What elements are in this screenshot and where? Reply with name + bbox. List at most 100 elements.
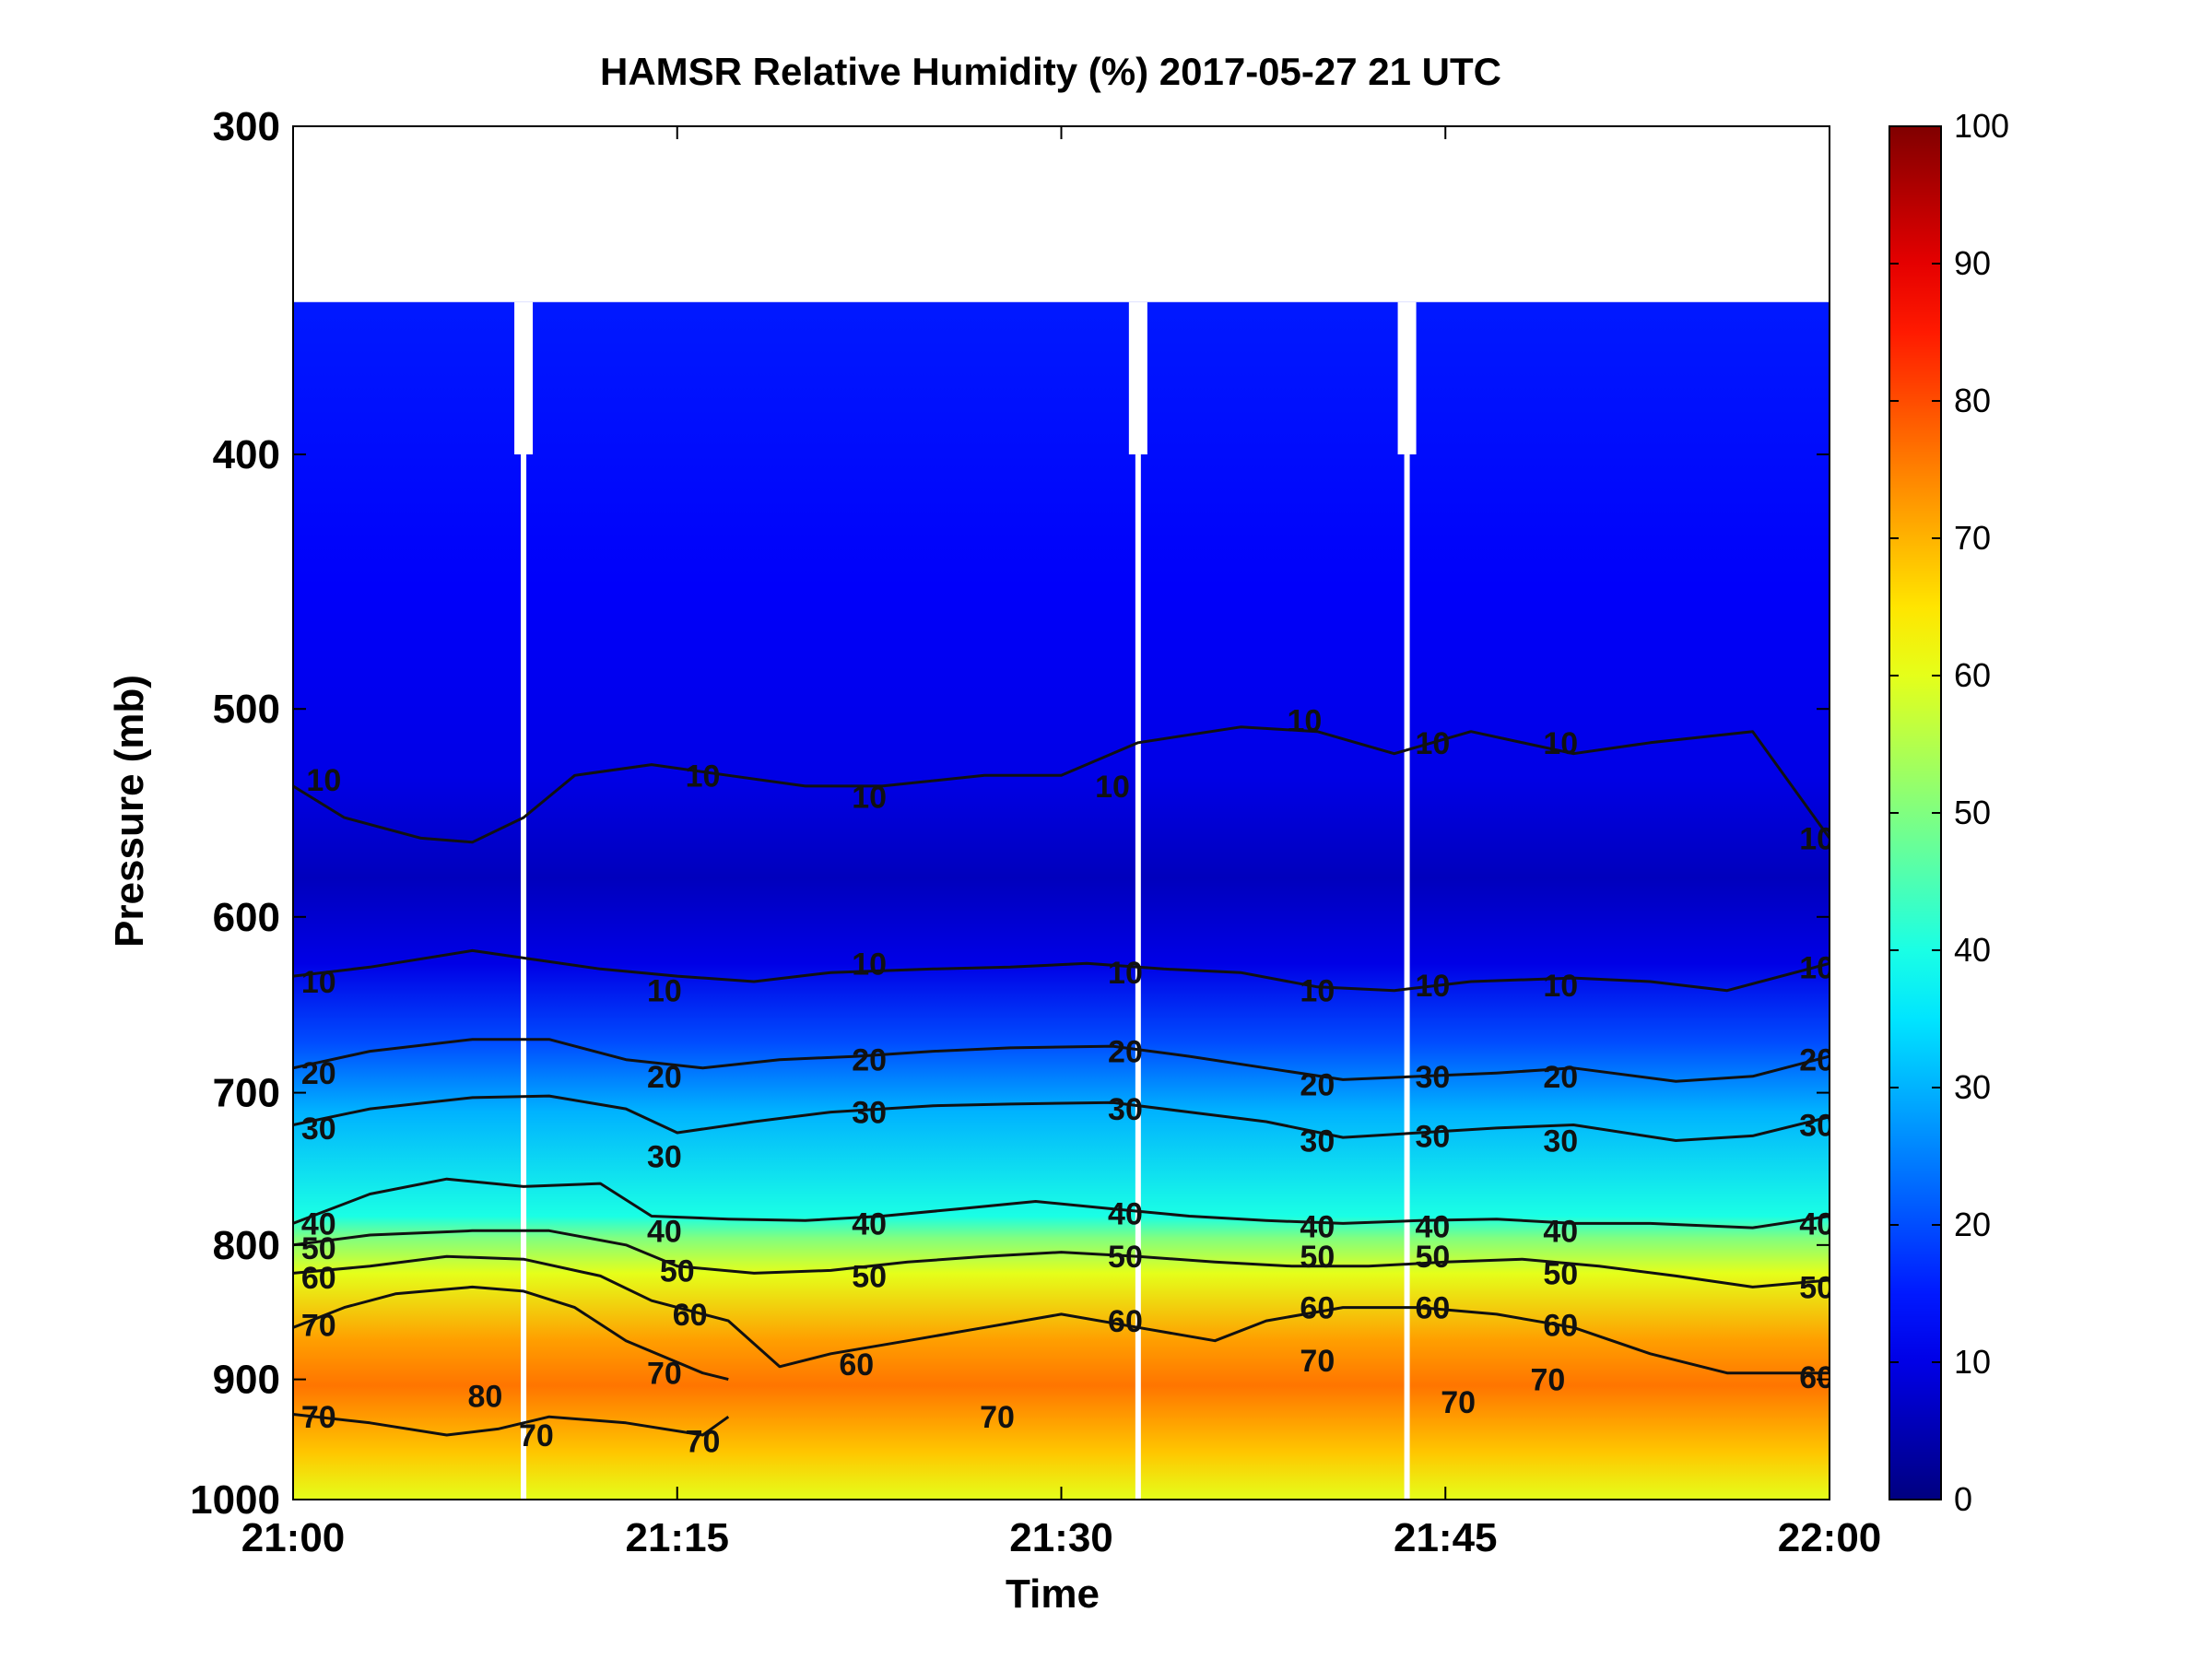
y-tick-label: 900 xyxy=(213,1358,280,1403)
contour-label: 20 xyxy=(647,1060,682,1095)
contour-label: 80 xyxy=(467,1379,502,1414)
contour-label: 30 xyxy=(1415,1119,1450,1154)
contour-label: 30 xyxy=(647,1139,682,1174)
data-gap-upper xyxy=(1128,301,1147,455)
contour-label: 20 xyxy=(301,1056,336,1091)
colorbar: 0 10 20 30 40 50 60 70 80 90 100 xyxy=(1888,107,2009,1518)
data-gap-lower xyxy=(521,454,527,1500)
contour-label: 70 xyxy=(1530,1363,1565,1398)
contour-label: 40 xyxy=(852,1206,887,1241)
y-tick-label: 600 xyxy=(213,895,280,940)
contour-label: 60 xyxy=(1415,1291,1450,1326)
contour-label: 60 xyxy=(301,1261,336,1296)
contour-line-70 xyxy=(293,1285,729,1382)
contour-label: 10 xyxy=(1543,969,1578,1004)
contour-label: 20 xyxy=(1543,1060,1578,1095)
contour-label: 20 xyxy=(1300,1068,1335,1103)
x-tick-label: 21:30 xyxy=(1009,1515,1113,1560)
contour-label: 60 xyxy=(839,1347,874,1382)
contour-label: 30 xyxy=(852,1096,887,1131)
colorbar-tick-label: 50 xyxy=(1954,794,1991,831)
colorbar-tick-label: 70 xyxy=(1954,519,1991,557)
data-gap-upper xyxy=(514,301,534,455)
contour-line-50 xyxy=(293,1229,1830,1288)
y-tick-label: 300 xyxy=(213,104,280,149)
y-axis-label: Pressure (mb) xyxy=(107,675,152,947)
contour-label: 10 xyxy=(1415,726,1450,761)
contour-label: 10 xyxy=(1288,703,1323,738)
contour-label: 50 xyxy=(1300,1240,1335,1275)
y-tick-label: 400 xyxy=(213,432,280,477)
y-tick-label: 500 xyxy=(213,687,280,732)
contour-label: 30 xyxy=(1415,1060,1450,1095)
contour-label: 60 xyxy=(1300,1291,1335,1326)
contour-label: 40 xyxy=(301,1206,336,1241)
contour-line-20 xyxy=(293,1038,1830,1083)
contour-label: 20 xyxy=(1799,1043,1834,1078)
contour-label: 50 xyxy=(1799,1270,1834,1305)
chart-title: HAMSR Relative Humidity (%) 2017-05-27 2… xyxy=(600,50,1501,93)
data-gaps xyxy=(514,301,1417,1500)
contour-lines xyxy=(293,725,1830,1437)
contour-label: 70 xyxy=(519,1418,554,1453)
contour-label: 10 xyxy=(1095,770,1130,805)
contour-label: 50 xyxy=(1543,1256,1578,1291)
contour-label: 70 xyxy=(647,1357,682,1392)
contour-label: 10 xyxy=(1799,950,1834,985)
contour-label: 10 xyxy=(1108,956,1143,991)
contour-label: 60 xyxy=(1108,1304,1143,1339)
x-tick-label: 21:15 xyxy=(625,1515,729,1560)
contour-line-70 xyxy=(293,1413,730,1437)
y-tick-label: 1000 xyxy=(190,1477,280,1523)
colorbar-tick-label: 20 xyxy=(1954,1206,1991,1243)
contour-label: 70 xyxy=(980,1400,1015,1435)
data-gap-lower xyxy=(1404,454,1410,1500)
contour-label: 10 xyxy=(1415,969,1450,1004)
contour-line-10 xyxy=(293,948,1830,993)
colorbar-tick-label: 90 xyxy=(1954,244,1991,282)
contour-label: 70 xyxy=(686,1425,721,1460)
contour-label: 40 xyxy=(1300,1210,1335,1245)
contour-label: 30 xyxy=(301,1112,336,1147)
colorbar-tick-label: 10 xyxy=(1954,1343,1991,1381)
contour-line-30 xyxy=(293,1094,1830,1142)
data-gap-upper xyxy=(1397,301,1417,455)
contour-label: 40 xyxy=(1415,1210,1450,1245)
contour-label: 70 xyxy=(301,1400,336,1435)
contour-label: 10 xyxy=(306,763,341,798)
contour-label: 30 xyxy=(1108,1092,1143,1127)
contour-labels: 10 10 10 10 10 10 10 10 10 10 10 10 10 10 10 10 20 20 20 20… xyxy=(301,703,1834,1460)
contour-label: 70 xyxy=(1300,1344,1335,1379)
contour-label: 60 xyxy=(673,1298,708,1333)
x-axis-ticks: 21:00 21:15 21:30 21:45 22:00 xyxy=(241,126,1881,1560)
colorbar-tick-label: 60 xyxy=(1954,656,1991,694)
contour-label: 40 xyxy=(1108,1196,1143,1231)
contour-label: 50 xyxy=(1415,1240,1450,1275)
contour-label: 10 xyxy=(686,759,721,794)
y-tick-label: 700 xyxy=(213,1071,280,1116)
contour-line-60 xyxy=(293,1254,1830,1375)
contour-label: 10 xyxy=(852,947,887,982)
contour-label: 30 xyxy=(1300,1124,1335,1159)
contour-label: 40 xyxy=(1543,1214,1578,1249)
x-axis-label: Time xyxy=(1006,1571,1100,1617)
colorbar-ticks: 0 10 20 30 40 50 60 70 80 90 100 xyxy=(1889,107,2009,1518)
contour-label: 50 xyxy=(660,1253,695,1288)
colorbar-tick-label: 40 xyxy=(1954,931,1991,969)
contour-label: 10 xyxy=(1543,726,1578,761)
contour-label: 70 xyxy=(301,1308,336,1343)
y-axis-ticks: 300 400 500 600 700 800 900 1000 xyxy=(190,104,1830,1523)
contour-line-10 xyxy=(293,725,1830,844)
data-gap-lower xyxy=(1135,454,1141,1500)
contour-label: 70 xyxy=(1441,1385,1476,1420)
contour-label: 50 xyxy=(852,1259,887,1294)
contour-line-40 xyxy=(293,1177,1830,1230)
x-tick-label: 21:00 xyxy=(241,1515,346,1560)
y-tick-label: 800 xyxy=(213,1223,280,1268)
contour-label: 50 xyxy=(1108,1240,1143,1275)
contour-label: 10 xyxy=(647,974,682,1009)
contour-label: 20 xyxy=(1108,1035,1143,1070)
contour-label: 10 xyxy=(1300,974,1335,1009)
plot-area: 10 10 10 10 10 10 10 10 10 10 10 10 10 10 10 10 20 20 20 20… xyxy=(293,301,1834,1500)
